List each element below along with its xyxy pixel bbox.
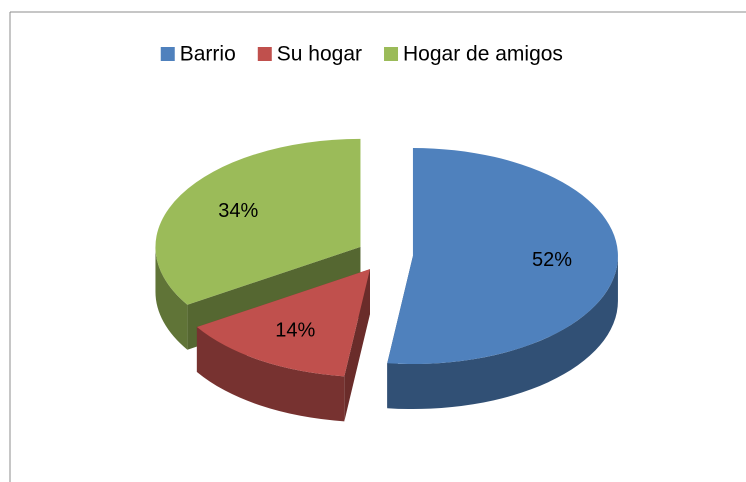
pie: 52% 14% 34% <box>155 138 618 422</box>
legend-label: Hogar de amigos <box>403 43 563 66</box>
slice <box>387 148 618 365</box>
legend-swatch <box>384 47 399 61</box>
slice-wall <box>155 246 188 350</box>
slice <box>155 138 361 305</box>
legend-label: Su hogar <box>277 43 362 66</box>
legend: Barrio Su hogar Hogar de amigos <box>160 43 563 66</box>
data-label: 52% <box>532 249 572 271</box>
slice-wall <box>387 256 618 410</box>
data-label: 34% <box>218 200 258 222</box>
legend-swatch <box>160 47 175 61</box>
slice <box>196 269 370 377</box>
legend-label: Barrio <box>180 43 236 66</box>
slice-wall <box>196 327 345 422</box>
data-label: 14% <box>275 319 315 341</box>
legend-swatch <box>257 47 272 61</box>
